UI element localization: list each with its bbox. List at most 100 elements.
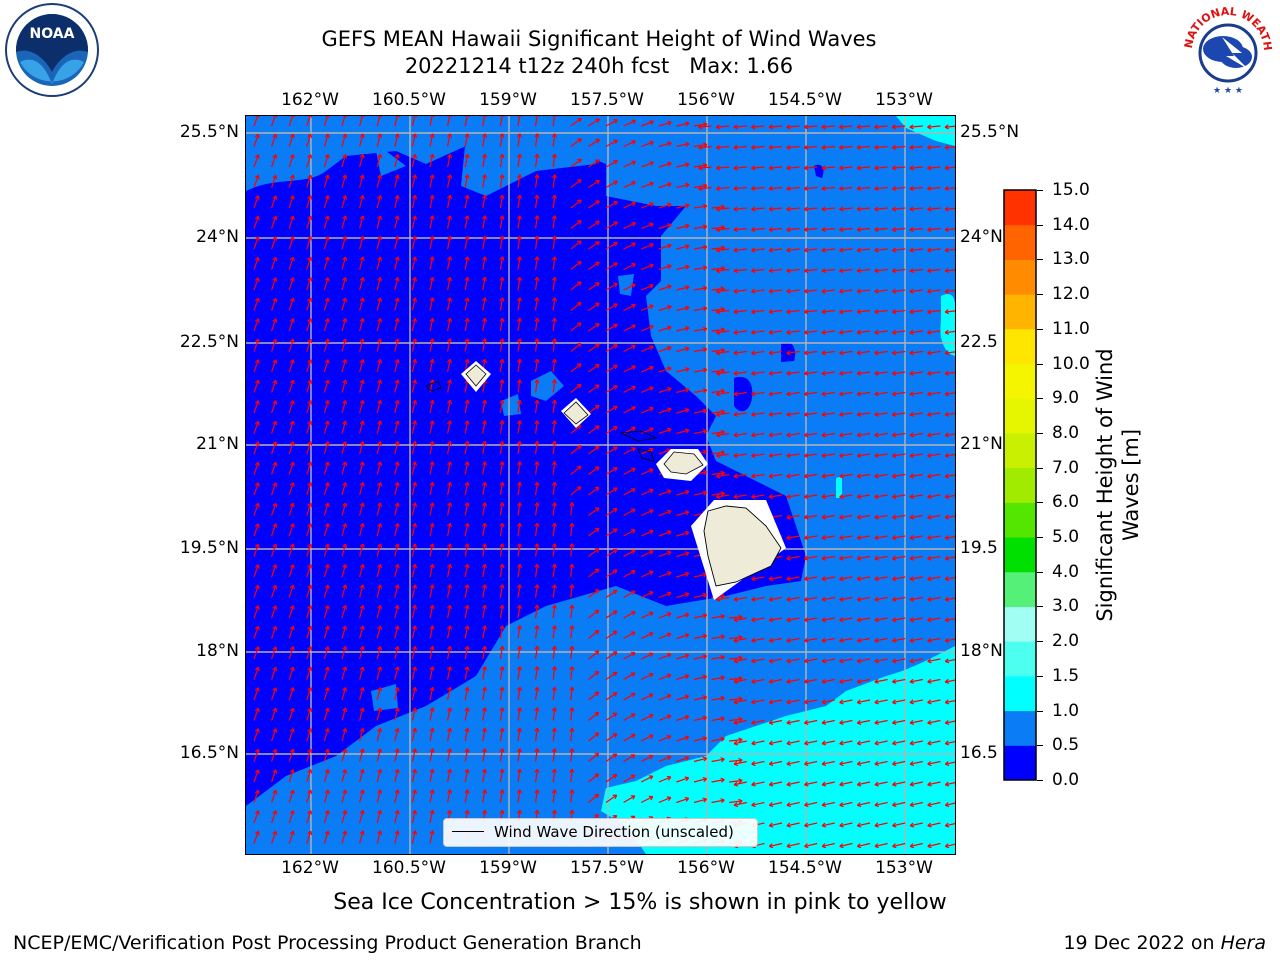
wave-direction-arrowhead (595, 241, 600, 246)
wave-direction-arrow (892, 801, 906, 806)
wave-direction-arrow (271, 564, 277, 578)
wave-direction-arrowhead (648, 611, 654, 617)
wave-direction-arrowhead (324, 215, 330, 221)
wave-direction-arrowhead (733, 740, 739, 746)
wave-direction-arrow (341, 400, 347, 414)
wave-direction-arrowhead (944, 144, 949, 150)
wave-direction-arrow (857, 309, 871, 313)
footer-date-host: 19 Dec 2022 on Hera (1063, 932, 1266, 954)
wave-direction-arrow (359, 523, 364, 537)
wave-direction-arrowhead (307, 625, 313, 631)
wave-direction-arrowhead (342, 769, 348, 774)
wave-direction-arrow (359, 810, 364, 824)
wave-direction-arrow (698, 145, 712, 149)
wave-direction-arrow (288, 646, 294, 660)
wave-direction-arrow (359, 605, 364, 619)
wave-direction-arrow (892, 473, 906, 478)
wave-direction-arrowhead (768, 206, 773, 212)
wave-direction-arrowhead (631, 140, 636, 145)
wave-direction-arrowhead (702, 592, 708, 598)
wave-direction-arrowhead (630, 570, 636, 575)
wave-direction-arrow (499, 564, 504, 578)
wave-direction-arrowhead (447, 194, 453, 200)
wave-direction-arrow (429, 543, 434, 557)
wave-direction-arrow (253, 400, 259, 414)
wave-direction-arrowhead (648, 795, 654, 801)
wave-direction-arrowhead (272, 195, 278, 200)
wave-direction-arrow (517, 543, 521, 557)
wave-direction-arrow (821, 514, 835, 519)
wave-direction-arrowhead (839, 144, 844, 150)
wave-direction-arrowhead (892, 617, 897, 623)
wave-direction-arrowhead (667, 182, 672, 188)
wave-direction-arrow (359, 625, 364, 639)
wave-direction-arrow (552, 625, 556, 639)
wave-direction-arrowhead (720, 716, 725, 722)
wave-direction-arrowhead (684, 592, 690, 598)
wave-direction-arrow (751, 760, 765, 765)
wave-direction-arrowhead (751, 740, 756, 746)
wave-direction-arrowhead (944, 637, 950, 643)
wave-direction-arrow (857, 801, 871, 806)
wave-direction-arrow (517, 154, 521, 168)
wave-direction-arrowhead (892, 678, 897, 684)
wave-direction-arrow (253, 277, 259, 291)
wave-direction-arrow (874, 432, 888, 437)
wave-direction-arrowhead (272, 564, 278, 569)
wave-direction-arrowhead (685, 182, 690, 188)
wave-direction-arrowhead (874, 699, 879, 705)
wave-direction-arrow (429, 687, 434, 701)
wave-direction-arrow (288, 215, 294, 229)
wave-direction-arrowhead (394, 666, 400, 671)
wave-direction-arrow (411, 605, 416, 619)
wave-direction-arrow (693, 573, 707, 578)
colorbar-tick-label: 9.0 (1052, 388, 1080, 409)
wave-direction-arrow (909, 555, 923, 560)
wave-direction-arrow (658, 592, 672, 599)
wave-direction-arrow (253, 380, 259, 393)
wave-direction-arrow (733, 371, 747, 375)
wave-direction-arrowhead (803, 473, 809, 479)
wave-direction-arrowhead (394, 235, 400, 241)
wave-direction-arrowhead (874, 185, 879, 192)
wave-direction-arrowhead (909, 658, 914, 664)
wave-direction-arrow (271, 708, 277, 721)
lat-tick-right: 22.5 (960, 332, 998, 352)
wave-direction-arrow (359, 359, 364, 373)
wave-direction-arrowhead (412, 358, 418, 364)
wave-direction-arrowhead (720, 757, 725, 763)
wave-direction-arrow (499, 195, 504, 209)
wave-direction-arrowhead (447, 399, 453, 405)
wave-direction-arrowhead (892, 596, 897, 602)
wave-direction-arrowhead (874, 473, 879, 479)
wave-direction-arrow (482, 625, 486, 639)
lat-tick-right: 24°N (960, 227, 1003, 247)
wave-direction-arrow (570, 465, 582, 475)
wave-direction-arrowhead (429, 543, 435, 548)
wave-direction-arrow (945, 392, 955, 395)
wave-direction-arrowhead (768, 699, 774, 705)
wave-direction-arrow (945, 494, 955, 498)
wave-direction-arrow (804, 760, 818, 765)
wave-direction-arrowhead (481, 502, 488, 507)
wave-direction-arrowhead (394, 317, 400, 323)
wave-direction-arrowhead (821, 329, 826, 335)
wave-direction-arrowhead (254, 195, 260, 200)
wave-direction-arrowhead (481, 768, 488, 774)
wave-direction-arrow (909, 350, 923, 354)
wave-direction-arrowhead (667, 304, 672, 310)
wave-direction-arrowhead (631, 365, 636, 370)
wave-direction-arrow (535, 543, 538, 557)
wave-direction-arrowhead (551, 338, 557, 343)
wave-direction-arrow (482, 256, 486, 270)
wave-direction-arrow (253, 298, 259, 311)
wave-direction-arrowhead (702, 388, 708, 394)
wave-direction-arrow (658, 571, 672, 578)
wave-direction-arrow (658, 244, 672, 250)
wave-direction-arrow (605, 671, 618, 680)
wave-direction-arrow (839, 453, 853, 457)
wave-direction-arrowhead (803, 391, 809, 397)
wave-direction-arrow (892, 678, 906, 683)
wave-direction-arrow (945, 679, 955, 683)
wave-direction-arrow (693, 634, 707, 640)
